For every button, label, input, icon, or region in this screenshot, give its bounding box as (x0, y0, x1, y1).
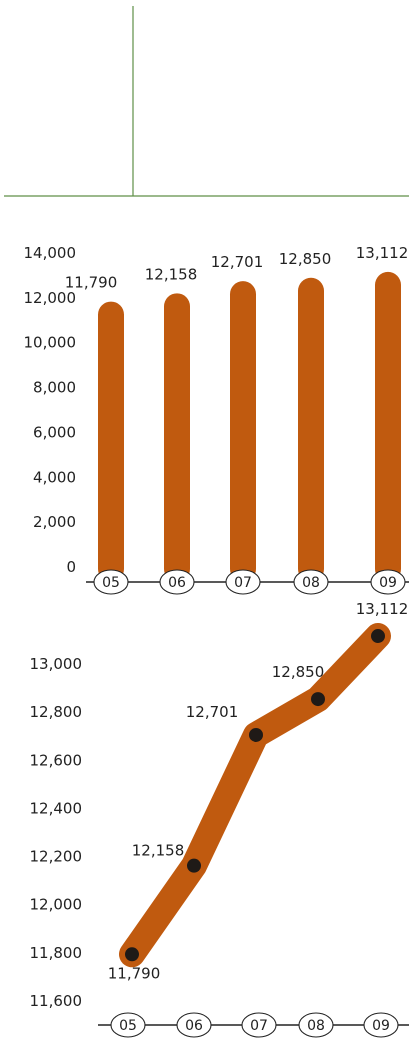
x-tick-label: 09 (372, 1018, 390, 1034)
line-chart: 11,600 11,800 12,000 12,200 12,400 12,600 12,8… (30, 600, 409, 1038)
data-point (125, 947, 139, 962)
data-label: 12,850 (279, 250, 332, 268)
bar (298, 277, 324, 582)
data-label: 11,790 (108, 964, 161, 982)
y-tick-label: 6,000 (33, 423, 76, 441)
y-tick-label: 12,200 (30, 848, 83, 866)
y-tick-label: 12,000 (24, 289, 77, 307)
y-tick-label: 12,000 (30, 896, 83, 914)
data-point (371, 629, 385, 644)
x-tick-label: 09 (379, 575, 397, 591)
y-tick-label: 12,800 (30, 703, 83, 721)
y-tick-label: 8,000 (33, 379, 76, 397)
y-tick-label: 12,400 (30, 799, 83, 817)
data-label: 13,112 (356, 244, 409, 262)
y-tick-label: 11,600 (30, 992, 83, 1010)
x-tick-circle (241, 1012, 277, 1038)
data-label: 13,112 (356, 600, 409, 618)
data-label: 12,701 (211, 253, 264, 271)
bar (230, 281, 256, 582)
bar (98, 301, 124, 582)
y-tick-label: 4,000 (33, 468, 76, 486)
y-tick-label: 12,600 (30, 751, 83, 769)
data-label: 12,158 (145, 265, 198, 283)
x-tick-circle (225, 569, 261, 595)
x-tick-circle (93, 569, 129, 595)
x-tick-label: 05 (102, 575, 120, 591)
y-tick-label: 10,000 (24, 334, 77, 352)
x-tick-circle (298, 1012, 334, 1038)
data-point (311, 692, 325, 707)
y-tick-label: 13,000 (30, 655, 83, 673)
x-tick-circle (176, 1012, 212, 1038)
x-tick-label: 07 (250, 1018, 268, 1034)
bar (375, 271, 401, 582)
y-tick-label: 0 (66, 558, 76, 576)
data-point (187, 858, 201, 873)
data-label: 12,158 (132, 842, 185, 860)
y-tick-label: 11,800 (30, 944, 83, 962)
data-label: 12,850 (272, 663, 325, 681)
x-tick-label: 05 (119, 1018, 137, 1034)
data-label: 11,790 (65, 274, 118, 292)
x-tick-label: 08 (302, 575, 320, 591)
top-divider (4, 6, 409, 197)
x-tick-label: 08 (307, 1018, 325, 1034)
bar (164, 293, 190, 582)
x-tick-circle (293, 569, 329, 595)
data-point (249, 727, 263, 742)
series-line (119, 623, 391, 968)
x-tick-label: 07 (234, 575, 252, 591)
x-tick-label: 06 (168, 575, 186, 591)
x-tick-circle (363, 1012, 399, 1038)
x-tick-label: 06 (185, 1018, 203, 1034)
y-tick-label: 2,000 (33, 513, 76, 531)
x-tick-circle (370, 569, 406, 595)
y-tick-label: 14,000 (24, 244, 77, 262)
x-tick-circle (110, 1012, 146, 1038)
x-tick-circle (159, 569, 195, 595)
data-label: 12,701 (186, 703, 239, 721)
bar-chart: 0 2,000 4,000 6,000 8,000 10,000 12,000 14,000 1… (24, 244, 409, 595)
